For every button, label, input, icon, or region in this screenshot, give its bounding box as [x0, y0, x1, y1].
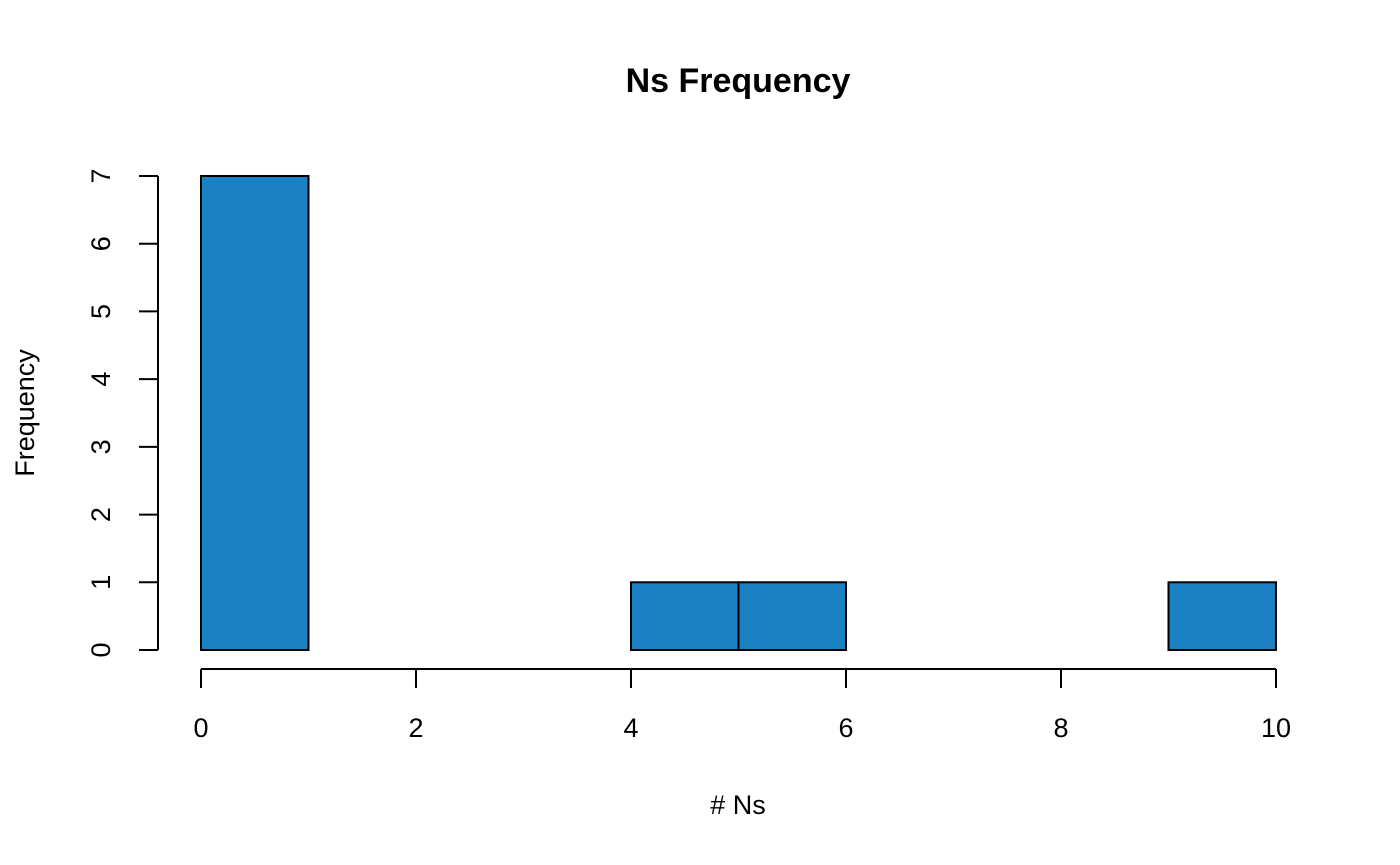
histogram-bar-5	[737, 581, 847, 651]
x-tick-label-0: 0	[193, 713, 208, 743]
y-tick-label-0: 0	[86, 642, 116, 657]
bars-group	[200, 175, 1277, 651]
y-axis: 0 1 2 3 4 5 6 7	[86, 168, 159, 658]
x-tick-label-4: 8	[1053, 713, 1068, 743]
x-tick-label-3: 6	[838, 713, 853, 743]
y-tick-label-3: 3	[86, 439, 116, 454]
x-tick-label-1: 2	[408, 713, 423, 743]
histogram-bar-9	[1167, 581, 1277, 651]
y-tick-label-5: 5	[86, 304, 116, 319]
chart-title: Ns Frequency	[626, 62, 851, 100]
y-tick-label-2: 2	[86, 507, 116, 522]
x-axis-label: # Ns	[710, 790, 766, 820]
y-tick-label-1: 1	[86, 575, 116, 590]
y-tick-label-4: 4	[86, 372, 116, 387]
x-tick-label-2: 4	[623, 713, 638, 743]
x-axis: 0 2 4 6 8 10	[193, 668, 1291, 743]
y-tick-label-7: 7	[86, 168, 116, 183]
y-axis-label: Frequency	[10, 349, 40, 477]
histogram-bar-0	[200, 175, 310, 651]
x-tick-label-5: 10	[1261, 713, 1291, 743]
y-tick-label-6: 6	[86, 236, 116, 251]
histogram-bar-4	[630, 581, 740, 651]
